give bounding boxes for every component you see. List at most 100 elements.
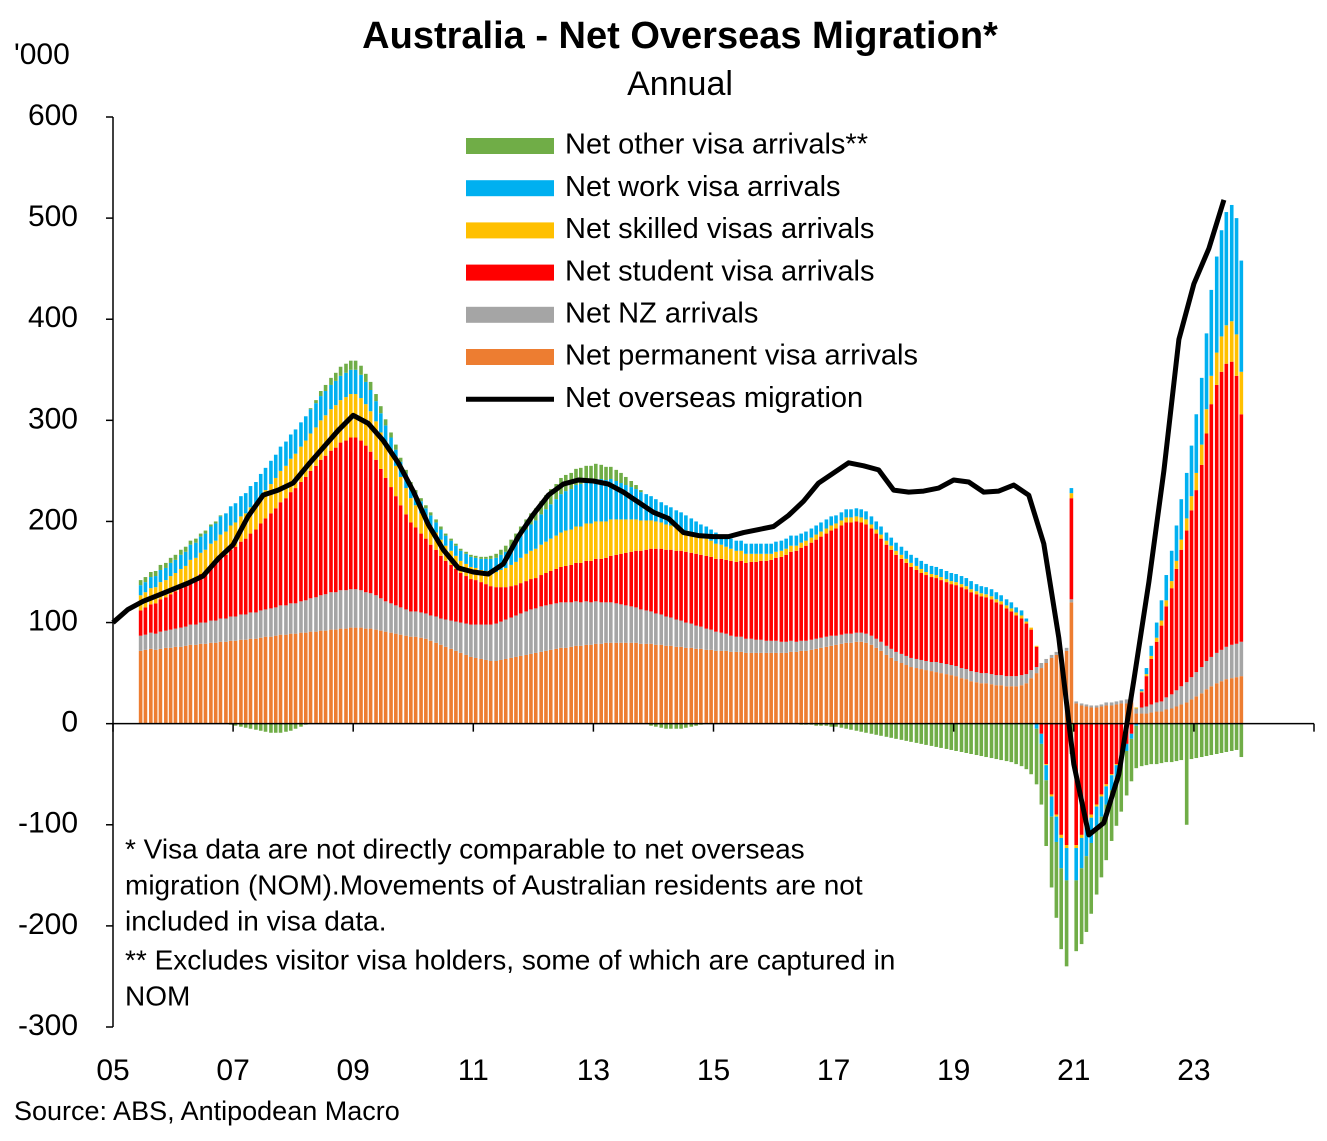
- bar-segment: [434, 519, 438, 523]
- bar-segment: [529, 579, 533, 610]
- bar-segment: [288, 434, 293, 459]
- bar-segment: [353, 437, 358, 590]
- bar-segment: [258, 473, 263, 497]
- bar-segment: [794, 535, 799, 546]
- note: migration (NOM).Movements of Australian …: [125, 869, 863, 900]
- bar-segment: [844, 633, 849, 643]
- bar-segment: [413, 636, 418, 724]
- bar-segment: [153, 649, 158, 724]
- bar-segment: [1159, 723, 1164, 764]
- bar-segment: [1189, 677, 1194, 700]
- bar-segment: [544, 541, 548, 574]
- bar-segment: [158, 582, 163, 600]
- bar-segment: [904, 550, 909, 559]
- bar-segment: [383, 443, 388, 478]
- bar-segment: [1009, 676, 1014, 687]
- bar-segment: [374, 459, 378, 596]
- bar-segment: [269, 608, 273, 637]
- bar-segment: [533, 578, 538, 609]
- bar-segment: [859, 509, 864, 518]
- bar-segment: [604, 642, 608, 724]
- bar-segment: [559, 602, 563, 648]
- bar-segment: [814, 539, 818, 639]
- bar-segment: [153, 576, 158, 588]
- bar-segment: [494, 557, 498, 572]
- bar-segment: [689, 518, 694, 533]
- bar-segment: [664, 645, 668, 724]
- bar-segment: [834, 528, 838, 636]
- bar-segment: [473, 657, 478, 724]
- bar-segment: [969, 589, 973, 593]
- bar-segment: [318, 391, 323, 397]
- bar-segment: [789, 640, 793, 652]
- bar-segment: [333, 629, 338, 724]
- bar-segment: [563, 602, 568, 648]
- bar-segment: [824, 646, 829, 724]
- bar-segment: [374, 421, 378, 460]
- bar-segment: [243, 639, 248, 724]
- bar-segment: [934, 672, 939, 724]
- bar-segment: [239, 541, 243, 615]
- bar-segment: [959, 587, 964, 669]
- bar-segment: [949, 723, 954, 750]
- bar-segment: [1044, 764, 1048, 766]
- bar-segment: [674, 527, 679, 551]
- bar-segment: [684, 622, 688, 648]
- bar-segment: [338, 375, 343, 401]
- bar-segment: [179, 646, 183, 724]
- bar-segment: [1214, 723, 1219, 754]
- bar-segment: [333, 447, 338, 593]
- bar-segment: [263, 636, 268, 724]
- bar-segment: [789, 535, 793, 546]
- bar-segment: [954, 582, 958, 586]
- bar-segment: [814, 638, 818, 649]
- bar-segment: [779, 550, 784, 557]
- bar-segment: [479, 558, 483, 570]
- bar-segment: [1119, 765, 1124, 812]
- bar-segment: [649, 723, 653, 726]
- bar-segment: [273, 635, 278, 724]
- bar-segment: [308, 470, 313, 599]
- bar-segment: [1239, 641, 1244, 677]
- bar-segment: [464, 551, 468, 554]
- bar-segment: [1239, 676, 1244, 724]
- bar-segment: [889, 723, 894, 738]
- bar-segment: [639, 550, 643, 610]
- bar-segment: [1189, 699, 1194, 724]
- bar-segment: [759, 652, 763, 724]
- bar-segment: [884, 544, 889, 646]
- bar-segment: [879, 534, 883, 539]
- bar-segment: [509, 617, 513, 658]
- bar-segment: [323, 630, 328, 724]
- bar-segment: [659, 522, 664, 549]
- bar-segment: [629, 551, 634, 607]
- bar-segment: [749, 553, 754, 562]
- bar-segment: [1174, 723, 1179, 762]
- bar-segment: [654, 521, 658, 549]
- bar-segment: [729, 548, 733, 561]
- bar-segment: [258, 496, 263, 524]
- bar-segment: [894, 550, 898, 555]
- bar-segment: [849, 509, 853, 518]
- bar-segment: [458, 622, 463, 653]
- bar-segment: [458, 573, 463, 623]
- bar-segment: [624, 605, 628, 643]
- bar-segment: [1179, 686, 1184, 705]
- bar-segment: [604, 466, 608, 480]
- bar-segment: [899, 663, 904, 724]
- bar-segment: [314, 465, 318, 598]
- bar-segment: [594, 558, 598, 602]
- bar-segment: [263, 723, 268, 732]
- bar-segment: [984, 587, 988, 595]
- bar-segment: [544, 650, 548, 724]
- bar-segment: [1204, 689, 1209, 724]
- bar-segment: [1094, 828, 1099, 895]
- bar-segment: [734, 636, 739, 652]
- bar-segment: [239, 614, 243, 640]
- bar-segment: [1009, 608, 1014, 612]
- bar-segment: [143, 649, 148, 724]
- bar-segment: [1129, 702, 1134, 724]
- bar-segment: [1109, 705, 1114, 724]
- bar-segment: [1024, 621, 1029, 624]
- bar-segment: [609, 478, 613, 520]
